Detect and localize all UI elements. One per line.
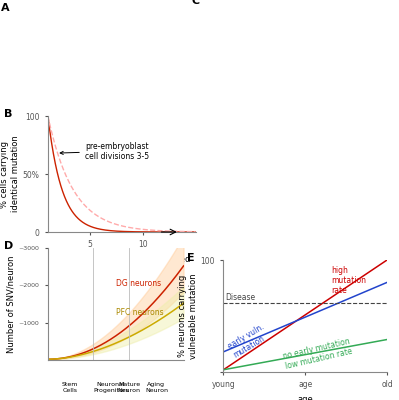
Text: Aging
Neuron: Aging Neuron [145,382,168,393]
Text: Disease: Disease [225,293,255,302]
Text: no early mutation
low mutation rate: no early mutation low mutation rate [282,337,354,371]
Text: B: B [4,109,12,119]
Y-axis label: % neurons carrying
vulnerable mutation: % neurons carrying vulnerable mutation [178,273,198,359]
Text: Neuronal
Progenitors: Neuronal Progenitors [93,382,129,393]
Text: E: E [188,253,195,263]
Text: C: C [192,0,200,6]
Text: DG neurons: DG neurons [116,279,161,288]
X-axis label: cell division of mutation occured: cell division of mutation occured [53,255,190,264]
Text: high
mutation
rate: high mutation rate [332,266,366,295]
X-axis label: age: age [297,395,313,400]
Text: pre-embryoblast
cell divisions 3-5: pre-embryoblast cell divisions 3-5 [60,142,149,161]
Text: early vuln.
mutation: early vuln. mutation [227,322,272,360]
Text: PFC neurons: PFC neurons [116,308,163,317]
Y-axis label: Number of SNV/neuron: Number of SNV/neuron [7,255,16,353]
Text: Stem
Cells: Stem Cells [62,382,79,393]
Y-axis label: % cells carrying
identical mutation: % cells carrying identical mutation [0,136,20,212]
Text: Mature
Neuron: Mature Neuron [118,382,141,393]
Text: D: D [4,241,14,251]
Text: A: A [1,3,9,13]
